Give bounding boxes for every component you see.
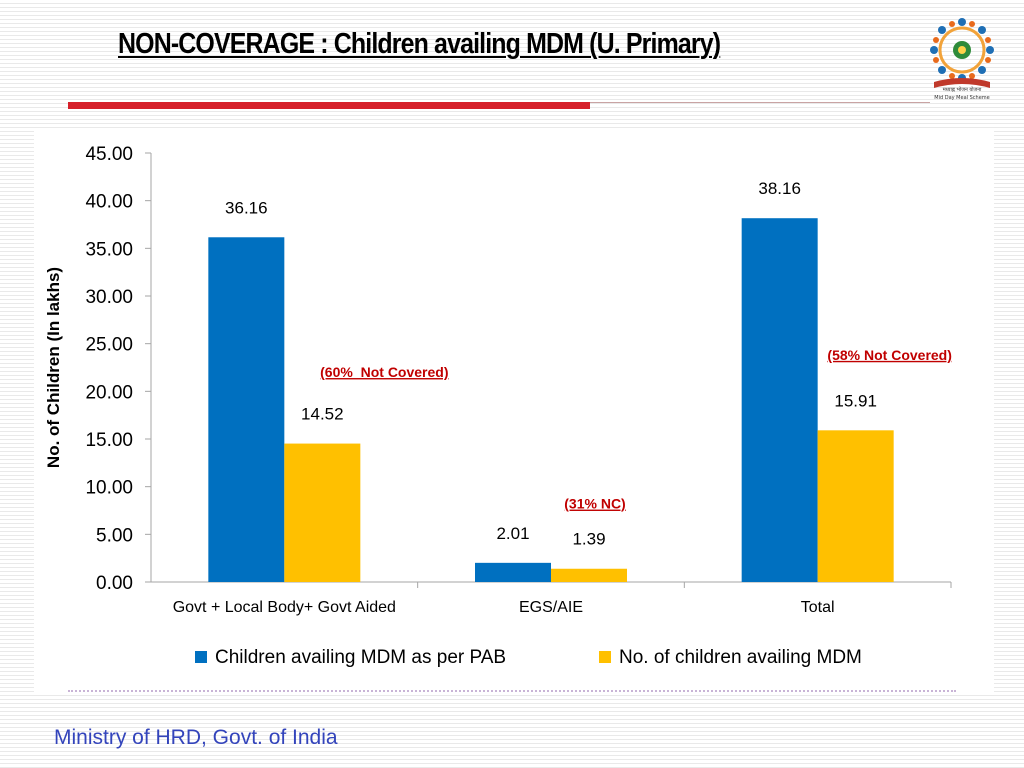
bar-pab-0: [208, 237, 285, 582]
bar-availing-0: [284, 443, 361, 582]
annotation-label: (58% Not Covered): [827, 347, 951, 363]
logo-caption-hindi: मध्याह्न भोजन योजना: [942, 87, 982, 93]
data-label: 1.39: [572, 530, 605, 549]
data-label: 36.16: [225, 198, 268, 217]
bar-availing-2: [817, 430, 894, 582]
legend-swatch: [195, 651, 207, 663]
y-tick-label: 10.00: [85, 478, 133, 499]
logo-caption-english: Mid Day Meal Scheme: [934, 95, 990, 101]
legend-swatch: [599, 651, 611, 663]
y-tick-label: 5.00: [96, 525, 133, 546]
slide-title: NON-COVERAGE : Children availing MDM (U.…: [118, 28, 721, 60]
data-label: 2.01: [496, 524, 529, 543]
bar-pab-2: [741, 218, 818, 582]
y-tick-label: 20.00: [85, 382, 133, 403]
y-tick-label: 35.00: [85, 239, 133, 260]
y-tick-label: 25.00: [85, 335, 133, 356]
title-rule-thin: [590, 102, 930, 103]
annotation-label: (60% Not Covered): [320, 364, 448, 380]
bar-chart: 0.00 5.00 10.00 15.00 20.00 25.00 30.00 35.00 40…: [44, 144, 952, 668]
y-tick-label: 15.00: [85, 430, 133, 451]
y-axis-title: No. of Children (In lakhs): [44, 267, 63, 468]
data-label: 14.52: [301, 405, 344, 424]
footer-text: Ministry of HRD, Govt. of India: [54, 726, 338, 749]
chart-area: 0.00 5.00 10.00 15.00 20.00 25.00 30.00 35.00 40…: [34, 130, 994, 692]
title-rule-red: [68, 102, 590, 109]
bar-pab-1: [475, 562, 551, 582]
footer-divider: [68, 690, 956, 693]
y-tick-label: 0.00: [96, 573, 133, 594]
y-tick-label: 30.00: [85, 287, 133, 308]
legend-label: Children availing MDM as per PAB: [215, 647, 506, 668]
x-tick-label: Govt + Local Body+ Govt Aided: [173, 599, 396, 616]
y-tick-label: 40.00: [85, 192, 133, 213]
mdm-logo-icon: [930, 18, 994, 88]
legend-label: No. of children availing MDM: [619, 647, 862, 668]
data-label: 15.91: [834, 391, 877, 410]
bar-availing-1: [551, 568, 627, 582]
x-tick-label: Total: [801, 599, 835, 616]
data-label: 38.16: [758, 179, 801, 198]
x-tick-label: EGS/AIE: [519, 599, 583, 616]
y-tick-label: 45.00: [85, 144, 133, 165]
annotation-label: (31% NC): [564, 496, 625, 512]
